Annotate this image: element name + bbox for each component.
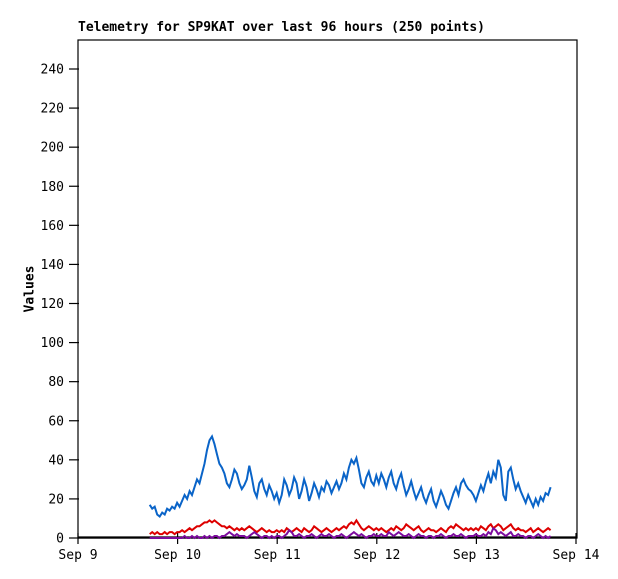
series-line-channel-2-red xyxy=(149,518,552,536)
x-tick-label: Sep 12 xyxy=(353,548,400,563)
series-line-channel-1-blue xyxy=(148,434,552,518)
y-tick-label: 220 xyxy=(41,102,64,117)
y-tick-label: 120 xyxy=(41,297,64,312)
y-tick-label: 140 xyxy=(41,258,64,273)
x-tick-label: Sep 10 xyxy=(154,548,201,563)
series-line-channel-3-purple xyxy=(149,526,552,540)
y-tick-label: 60 xyxy=(48,414,64,429)
x-tick-label: Sep 13 xyxy=(453,548,500,563)
x-tick-label: Sep 11 xyxy=(254,548,301,563)
plot-frame xyxy=(77,39,578,539)
y-tick-label: 80 xyxy=(48,375,64,390)
y-tick-label: 40 xyxy=(48,453,64,468)
y-tick-label: 180 xyxy=(41,180,64,195)
chart-title: Telemetry for SP9KAT over last 96 hours … xyxy=(78,20,485,35)
y-tick-label: 100 xyxy=(41,336,64,351)
y-tick-label: 240 xyxy=(41,63,64,78)
y-tick-label: 20 xyxy=(48,492,64,507)
x-tick-label: Sep 14 xyxy=(553,548,600,563)
y-tick-label: 160 xyxy=(41,219,64,234)
y-tick-label: 200 xyxy=(41,141,64,156)
y-tick-label: 0 xyxy=(56,532,64,547)
x-tick-label: Sep 9 xyxy=(58,548,97,563)
